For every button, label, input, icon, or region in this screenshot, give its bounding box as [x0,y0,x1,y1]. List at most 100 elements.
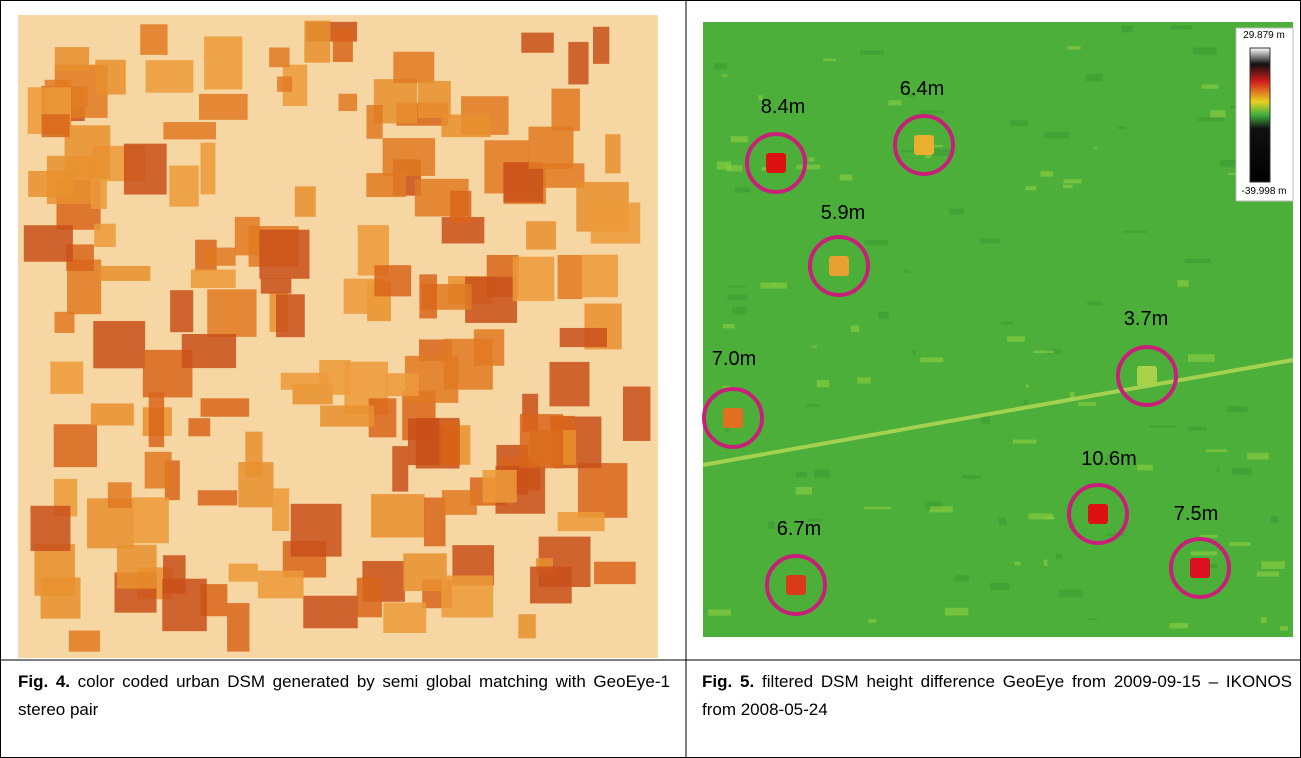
texture [1086,74,1103,82]
building [338,94,357,111]
building [366,173,406,197]
texture [727,165,743,171]
building [442,490,477,515]
height-label: 10.6m [1081,448,1137,470]
texture [1089,618,1097,620]
legend-min: -39.998 m [1241,186,1286,197]
texture [812,346,818,348]
legend-max: 29.879 m [1243,30,1285,41]
building [204,36,242,89]
building [201,398,250,416]
texture [1191,551,1217,555]
texture [796,472,807,477]
texture [1247,453,1269,460]
building [371,494,424,537]
building [558,512,605,531]
building [578,463,627,518]
building [204,248,235,266]
texture [808,157,814,161]
building [483,470,517,503]
building [42,114,70,137]
building-change [914,135,934,155]
building [550,362,590,406]
building [145,452,172,489]
building-change [1137,366,1157,386]
building [419,274,437,318]
building [441,575,493,617]
building [55,47,89,71]
height-label: 3.7m [1124,308,1168,330]
building [333,28,353,62]
building [441,421,460,465]
building [182,334,236,368]
texture [1178,280,1189,287]
building [392,446,408,491]
building [276,294,305,337]
texture [1123,231,1147,233]
texture [823,59,836,61]
building [124,144,167,195]
texture [1210,110,1225,117]
height-label: 8.4m [761,96,805,118]
texture [1026,385,1029,388]
texture [1188,354,1215,362]
texture [1040,171,1053,177]
building [261,278,292,293]
building-change [1190,558,1210,578]
texture [860,50,884,55]
texture [728,285,746,287]
building-change [723,408,743,428]
texture [920,110,944,113]
building [513,257,555,301]
building [95,60,125,95]
colorbar: 29.879 m -39.998 m [1236,28,1293,201]
texture [796,165,820,169]
building [98,266,150,281]
texture [1056,554,1062,559]
texture [1202,84,1218,88]
texture [1261,617,1267,623]
texture [1013,440,1037,444]
building [54,312,74,333]
texture [1078,402,1096,406]
texture [1087,301,1102,305]
texture [1059,589,1083,596]
caption: Fig. 5. filtered DSM height difference G… [702,668,1292,724]
texture [864,507,891,510]
caption: Fig. 4. color coded urban DSM generated … [18,668,670,724]
building [444,339,493,390]
height-label: 6.4m [900,78,944,100]
texture [1193,47,1217,54]
building [149,392,164,447]
building [383,603,426,634]
building [593,27,609,64]
texture [1227,406,1248,412]
building [366,105,382,139]
building [281,373,329,390]
texture [979,238,1000,243]
building [528,127,573,169]
texture [1197,117,1224,121]
building [117,545,157,589]
texture [1217,467,1220,472]
building [140,24,167,55]
texture [796,487,812,495]
texture [772,283,777,285]
texture [1170,623,1188,629]
texture [722,75,727,77]
building [393,52,434,83]
caption-label: Fig. 5. [702,672,754,691]
building [259,230,309,279]
texture [1033,351,1054,354]
texture [930,506,953,512]
building [41,577,81,618]
building [403,553,447,591]
texture [857,377,871,383]
building [521,33,553,53]
texture [1014,562,1020,565]
texture [851,325,859,331]
texture [1044,559,1048,565]
texture [768,522,775,529]
height-label: 5.9m [821,202,865,224]
texture [949,208,963,214]
